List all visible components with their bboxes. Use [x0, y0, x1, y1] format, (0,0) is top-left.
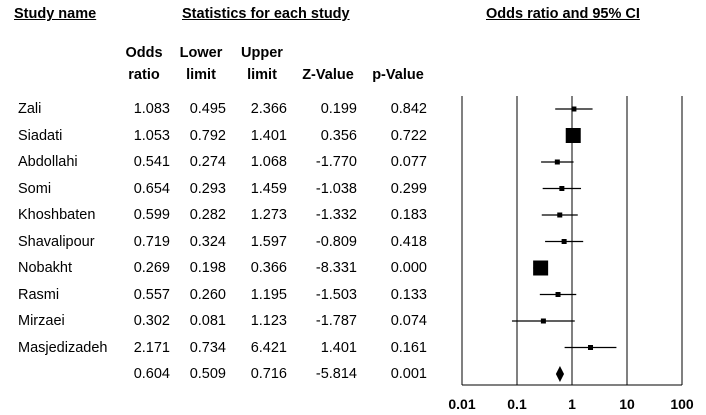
lower-limit-cell: 0.260 — [189, 286, 226, 303]
col-header-line2: p-Value — [372, 67, 424, 83]
lower-limit-cell: 0.198 — [189, 260, 226, 276]
col-header-line2: ratio — [128, 67, 160, 83]
odds-ratio-cell: 0.557 — [133, 286, 170, 303]
study-name-cell: Zali — [18, 101, 42, 117]
z-value-cell: 0.199 — [320, 101, 357, 117]
odds-ratio-cell: 0.599 — [133, 207, 170, 223]
odds-ratio-cell: 0.269 — [133, 260, 170, 276]
lower-limit-cell: 0.495 — [189, 101, 226, 117]
z-value-cell: -1.038 — [315, 180, 357, 197]
odds-ratio-ci-header: Odds ratio and 95% CI — [486, 6, 640, 22]
x-tick-label: 0.01 — [448, 396, 475, 412]
point-estimate-masjedizadeh — [588, 345, 594, 350]
upper-limit-cell: 1.123 — [250, 313, 287, 329]
point-estimate-abdollahi — [554, 159, 560, 165]
study-name-cell: Siadati — [18, 127, 63, 144]
upper-limit-cell: 1.273 — [250, 207, 287, 223]
p-value-cell: 0.842 — [390, 101, 427, 117]
study-name-cell: Mirzaei — [18, 313, 65, 329]
lower-limit-cell: 0.293 — [189, 180, 226, 197]
odds-ratio-cell: 0.654 — [133, 180, 170, 197]
odds-ratio-cell: 1.053 — [133, 127, 170, 144]
lower-limit-cell: 0.509 — [189, 366, 226, 382]
col-header-line2: Z-Value — [302, 67, 354, 83]
col-header-upper-limit: Upper limit — [236, 42, 288, 86]
upper-limit-cell: 1.597 — [250, 233, 287, 250]
point-estimate-somi — [559, 186, 565, 191]
lower-limit-cell: 0.274 — [189, 154, 226, 170]
z-value-cell: -1.770 — [315, 154, 357, 170]
study-name-cell: Nobakht — [18, 260, 73, 276]
col-header-line1: Upper — [241, 45, 283, 61]
col-header-line1: Lower — [179, 45, 223, 61]
p-value-cell: 0.000 — [390, 260, 427, 276]
p-value-cell: 0.418 — [390, 233, 427, 250]
p-value-cell: 0.299 — [390, 180, 427, 197]
z-value-cell: 0.356 — [320, 127, 357, 144]
x-tick-label: 10 — [619, 396, 635, 412]
z-value-cell: -8.331 — [315, 260, 357, 276]
col-header-p-value: p-Value — [366, 42, 430, 86]
col-header-line2: limit — [186, 67, 216, 83]
upper-limit-cell: 1.195 — [250, 286, 287, 303]
x-tick-label: 100 — [670, 396, 694, 412]
col-header-lower-limit: Lower limit — [175, 42, 227, 86]
point-estimate-shavalipour — [561, 239, 567, 244]
col-header-odds-ratio: Odds ratio — [118, 42, 170, 86]
upper-limit-cell: 2.366 — [250, 101, 287, 117]
lower-limit-cell: 0.792 — [189, 127, 226, 144]
study-name-cell: Masjedizadeh — [18, 339, 108, 356]
p-value-cell: 0.074 — [390, 313, 427, 329]
z-value-cell: -1.332 — [315, 207, 357, 223]
study-name-cell: Rasmi — [18, 286, 60, 303]
study-name-cell: Shavalipour — [18, 233, 95, 250]
study-name-header: Study name — [14, 6, 97, 22]
p-value-cell: 0.077 — [390, 154, 427, 170]
upper-limit-cell: 0.716 — [250, 366, 287, 382]
upper-limit-cell: 0.366 — [250, 260, 287, 276]
pooled-diamond — [555, 366, 565, 382]
point-estimate-zali — [571, 106, 577, 112]
p-value-cell: 0.133 — [390, 286, 427, 303]
upper-limit-cell: 1.068 — [250, 154, 287, 170]
point-estimate-mirzaei — [540, 318, 546, 324]
study-name-cell: Somi — [18, 180, 52, 197]
point-estimate-khoshbaten — [557, 212, 563, 218]
p-value-cell: 0.161 — [390, 339, 427, 356]
study-name-cell: Khoshbaten — [18, 207, 96, 223]
odds-ratio-cell: 0.604 — [133, 366, 170, 382]
p-value-cell: 0.183 — [390, 207, 427, 223]
col-header-line2: limit — [247, 67, 277, 83]
odds-ratio-cell: 2.171 — [133, 339, 170, 356]
x-tick-label: 1 — [568, 396, 576, 412]
z-value-cell: 1.401 — [320, 339, 357, 356]
p-value-cell: 0.722 — [390, 127, 427, 144]
upper-limit-cell: 1.401 — [250, 127, 287, 144]
lower-limit-cell: 0.081 — [189, 313, 226, 329]
statistics-header: Statistics for each study — [182, 6, 350, 22]
lower-limit-cell: 0.734 — [189, 339, 226, 356]
z-value-cell: -0.809 — [315, 233, 357, 250]
point-estimate-rasmi — [555, 292, 561, 297]
col-header-line1: Odds — [125, 45, 163, 61]
upper-limit-cell: 6.421 — [250, 339, 287, 356]
odds-ratio-cell: 0.541 — [133, 154, 170, 170]
lower-limit-cell: 0.282 — [189, 207, 226, 223]
upper-limit-cell: 1.459 — [250, 180, 287, 197]
lower-limit-cell: 0.324 — [189, 233, 226, 250]
odds-ratio-cell: 1.083 — [133, 101, 170, 117]
z-value-cell: -5.814 — [315, 366, 357, 382]
point-estimate-siadati — [565, 128, 581, 143]
z-value-cell: -1.503 — [315, 286, 357, 303]
p-value-cell: 0.001 — [390, 366, 427, 382]
odds-ratio-cell: 0.719 — [133, 233, 170, 250]
z-value-cell: -1.787 — [315, 313, 357, 329]
study-name-cell: Abdollahi — [18, 154, 78, 170]
point-estimate-nobakht — [533, 260, 549, 276]
x-tick-label: 0.1 — [507, 396, 527, 412]
col-header-z-value: Z-Value — [296, 42, 360, 86]
odds-ratio-cell: 0.302 — [133, 313, 170, 329]
